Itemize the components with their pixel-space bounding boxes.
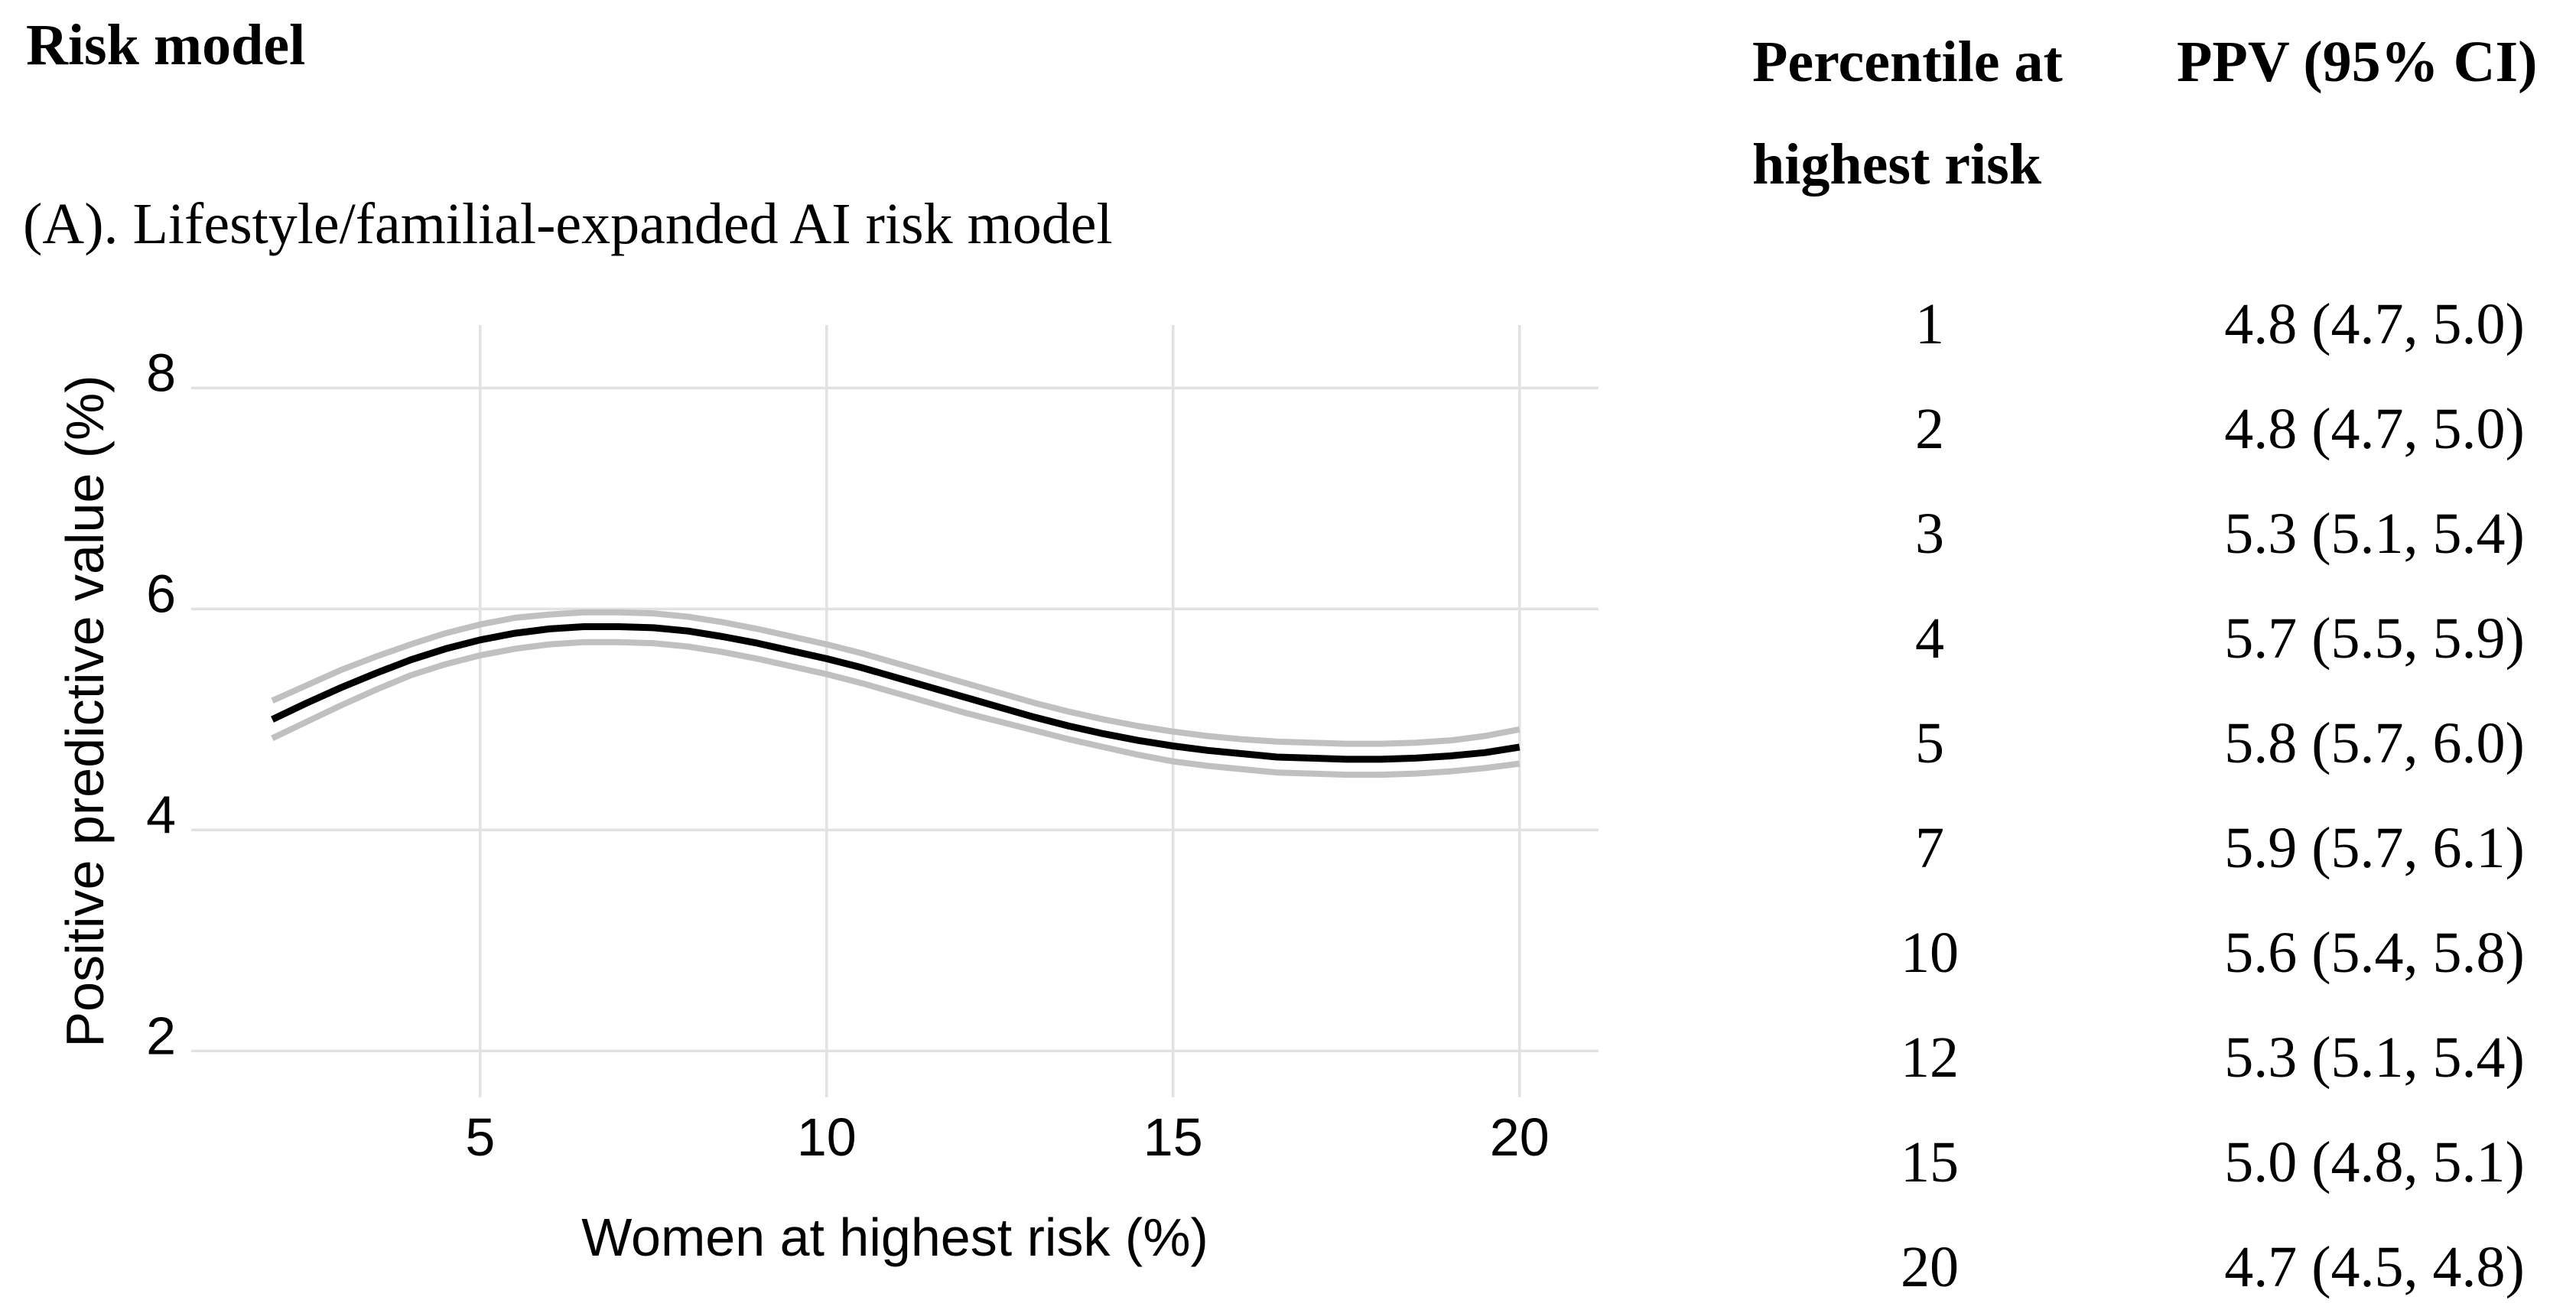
x-tick-label: 15 xyxy=(1143,1107,1203,1167)
percentile-value: 3 xyxy=(1915,502,1944,566)
table-row: 5 5.8 (5.7, 6.0) xyxy=(1752,691,2572,796)
y-tick-label: 6 xyxy=(146,564,176,623)
x-tick-label: 5 xyxy=(465,1107,495,1167)
percentile-value: 20 xyxy=(1901,1235,1959,1299)
table-row: 3 5.3 (5.1, 5.4) xyxy=(1752,482,2572,587)
table-row: 10 5.6 (5.4, 5.8) xyxy=(1752,901,2572,1006)
x-axis-title: Women at highest risk (%) xyxy=(581,1207,1208,1267)
series-ppv xyxy=(271,623,1521,763)
table-row: 2 4.8 (4.7, 5.0) xyxy=(1752,377,2572,482)
x-tick-label: 20 xyxy=(1490,1107,1550,1167)
percentile-value: 1 xyxy=(1915,292,1944,356)
risk-model-heading: Risk model xyxy=(26,13,306,77)
y-tick-label: 4 xyxy=(146,785,176,844)
table-header-percentile-line2: highest risk xyxy=(1752,132,2041,197)
percentile-value: 15 xyxy=(1901,1130,1959,1194)
ppv-value: 5.3 (5.1, 5.4) xyxy=(2224,502,2525,566)
ppv-value: 5.0 (4.8, 5.1) xyxy=(2224,1130,2525,1194)
percentile-value: 10 xyxy=(1901,921,1959,985)
table-header-ppv: PPV (95% CI) xyxy=(2177,30,2538,94)
ppv-value: 4.8 (4.7, 5.0) xyxy=(2224,397,2525,461)
table-row: 4 5.7 (5.5, 5.9) xyxy=(1752,587,2572,691)
table-row: 15 5.0 (4.8, 5.1) xyxy=(1752,1110,2572,1215)
y-tick-label: 2 xyxy=(146,1006,176,1065)
ppv-value: 5.3 (5.1, 5.4) xyxy=(2224,1025,2525,1090)
y-tick-label: 8 xyxy=(146,343,176,402)
panel-a-title: (A). Lifestyle/familial-expanded AI risk… xyxy=(23,192,1113,256)
percentile-value: 5 xyxy=(1915,711,1944,775)
series-upper-95ci xyxy=(271,609,1521,747)
table-header-percentile: Percentile at highest risk xyxy=(1752,11,2181,216)
ppv-value: 5.9 (5.7, 6.1) xyxy=(2224,816,2525,880)
ppv-line-chart: 8 6 4 2 5 10 15 20 Women at highest risk (%) Posi… xyxy=(55,325,1599,1267)
ppv-value: 5.6 (5.4, 5.8) xyxy=(2224,921,2525,985)
percentile-value: 2 xyxy=(1915,397,1944,461)
table-row: 7 5.9 (5.7, 6.1) xyxy=(1752,796,2572,901)
ppv-value: 4.8 (4.7, 5.0) xyxy=(2224,292,2525,356)
percentile-value: 4 xyxy=(1915,606,1944,671)
percentile-value: 12 xyxy=(1901,1025,1959,1090)
table-row: 12 5.3 (5.1, 5.4) xyxy=(1752,1006,2572,1110)
ppv-value: 5.8 (5.7, 6.0) xyxy=(2224,711,2525,775)
ppv-value: 5.7 (5.5, 5.9) xyxy=(2224,606,2525,671)
percentile-value: 7 xyxy=(1915,816,1944,880)
y-axis-title: Positive predictive value (%) xyxy=(55,375,115,1047)
ppv-value: 4.7 (4.5, 4.8) xyxy=(2224,1235,2525,1299)
table-row: 20 4.7 (4.5, 4.8) xyxy=(1752,1215,2572,1313)
table-row: 1 4.8 (4.7, 5.0) xyxy=(1752,272,2572,377)
series-lower-95ci xyxy=(271,639,1521,778)
table-rows: 1 4.8 (4.7, 5.0) 2 4.8 (4.7, 5.0) 3 5.3 (5.1,… xyxy=(1752,272,2572,1313)
table-header-percentile-line1: Percentile at xyxy=(1752,30,2063,94)
x-tick-label: 10 xyxy=(797,1107,857,1167)
